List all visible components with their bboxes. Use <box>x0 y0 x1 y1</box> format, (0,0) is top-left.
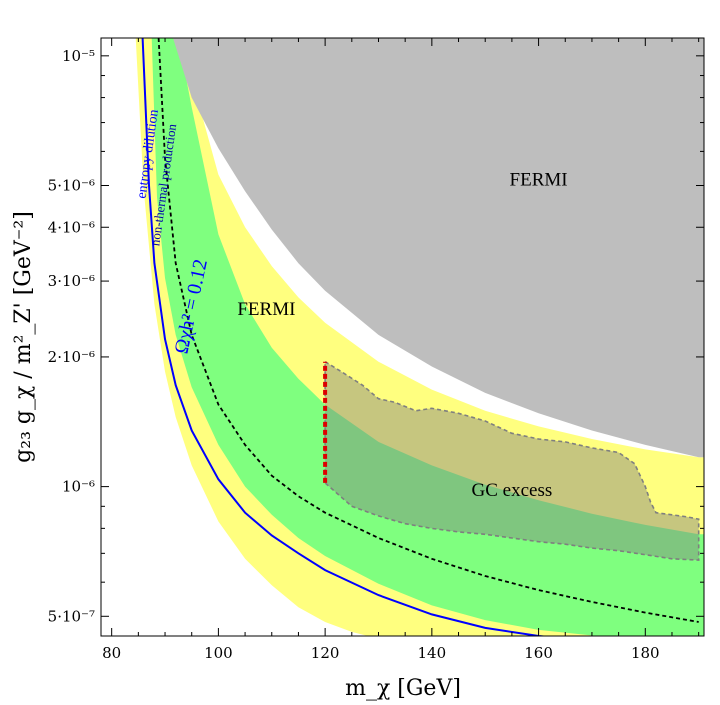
y-tick-label: 5·10⁻⁷ <box>48 607 95 625</box>
y-axis-title: g₂₃ g_χ / m²_Z' [GeV⁻²] <box>11 211 36 463</box>
fermi-label-upper: FERMI <box>510 170 568 191</box>
plot-frame <box>100 37 705 637</box>
gc-excess-label: GC excess <box>472 480 553 501</box>
y-tick-label: 10⁻⁵ <box>62 47 95 65</box>
x-axis-ticks: 80 100 120 140 160 180 <box>102 38 700 662</box>
x-tick-label: 80 <box>102 644 121 662</box>
x-tick-label: 140 <box>418 644 447 662</box>
non-thermal-production-line <box>157 38 699 623</box>
y-tick-label: 5·10⁻⁶ <box>48 177 95 195</box>
relic-density-line <box>141 38 549 636</box>
y-tick-label: 3·10⁻⁶ <box>48 272 95 290</box>
x-tick-label: 180 <box>631 644 660 662</box>
green-band <box>151 38 704 636</box>
fermi-excluded-region <box>173 38 704 458</box>
y-tick-label: 2·10⁻⁶ <box>48 348 95 366</box>
y-tick-label: 4·10⁻⁶ <box>48 218 95 236</box>
y-axis-ticks: 5·10⁻⁷ 10⁻⁶ 2·10⁻⁶ 3·10⁻⁶ 4·10⁻⁶ 5·10⁻⁶ 10⁻⁵ <box>48 47 704 625</box>
gc-excess-region <box>324 360 700 561</box>
y-tick-label: 10⁻⁶ <box>62 478 95 496</box>
fermi-label-band: FERMI <box>237 299 295 320</box>
x-tick-label: 120 <box>311 644 340 662</box>
x-axis-title: m_χ [GeV] <box>345 676 461 701</box>
x-tick-label: 160 <box>524 644 553 662</box>
x-tick-label: 100 <box>204 644 233 662</box>
